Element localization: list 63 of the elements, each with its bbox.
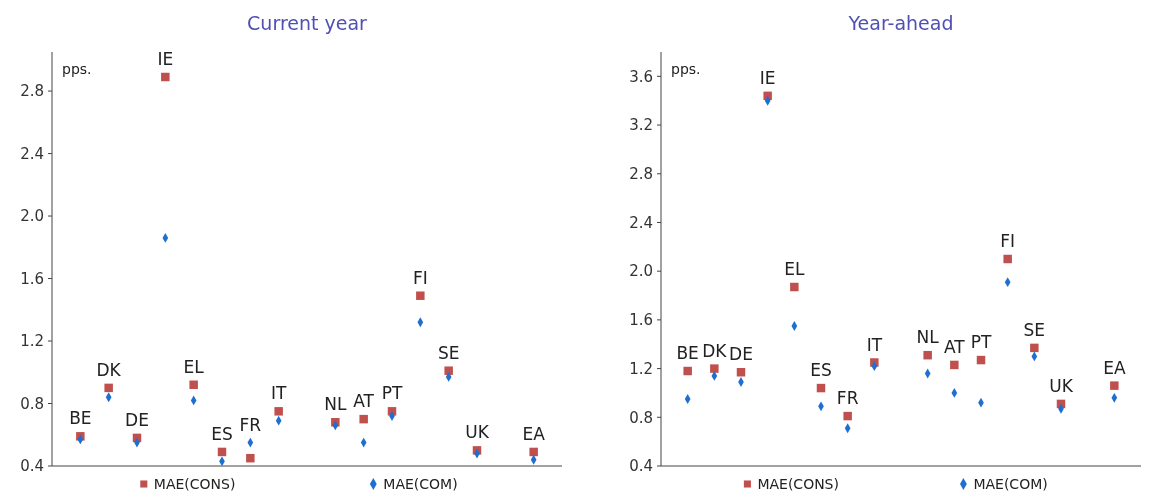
point (416, 291, 425, 300)
y-tick-label: 2.4 (629, 213, 653, 232)
y-tick-label: 2.8 (629, 165, 653, 184)
point (529, 447, 538, 457)
legend-label: MAE(COM) (973, 475, 1048, 492)
category-label: AT (353, 391, 375, 412)
point (790, 282, 799, 292)
point (683, 366, 692, 376)
category-label: DE (125, 409, 149, 430)
point (444, 366, 453, 375)
x-tick-label: DE (729, 344, 753, 365)
point (274, 407, 283, 416)
y-tick-label: 2.4 (20, 144, 44, 163)
y-tick-label: 0.4 (629, 457, 653, 476)
y-tick-label: 1.2 (20, 332, 44, 351)
y-tick-label: 0.8 (629, 408, 653, 427)
category-label: BE (69, 408, 92, 429)
point (791, 321, 798, 331)
x-tick-label: AT (943, 336, 966, 357)
category-label: FI (412, 267, 428, 288)
point (161, 72, 170, 82)
category-label: IE (157, 49, 174, 69)
x-tick-label: PT (970, 332, 992, 353)
point (950, 360, 959, 370)
y-tick-label: 2.0 (629, 262, 653, 281)
point (843, 411, 852, 421)
point (104, 383, 113, 393)
y-tick-label: 3.6 (629, 67, 653, 86)
x-tick-label: NL (916, 327, 940, 348)
point (445, 372, 452, 382)
legend-label: MAE(CONS) (153, 475, 236, 492)
category-label: ES (211, 423, 233, 444)
point (684, 394, 691, 404)
y-tick-label: 0.4 (20, 457, 44, 476)
category-label: FR (239, 414, 262, 435)
x-tick-label: IT (866, 334, 883, 355)
point (1110, 381, 1119, 390)
category-label: UK (465, 422, 489, 443)
category-label: NL (324, 394, 347, 415)
point (189, 380, 198, 389)
point (359, 414, 368, 424)
x-tick-label: DK (702, 340, 728, 361)
y-axis-title: pps. (62, 61, 92, 77)
point (246, 453, 255, 463)
point (923, 350, 932, 360)
chart-title: Current year (247, 12, 368, 34)
y-tick-label: 1.2 (629, 359, 653, 378)
y-tick-label: 2.0 (20, 207, 44, 226)
x-tick-label: BE (676, 343, 699, 364)
legend-label: MAE(CONS) (757, 475, 839, 492)
y-tick-label: 2.8 (20, 82, 44, 101)
point (1003, 254, 1012, 264)
point (951, 388, 958, 398)
chart-title: Year-ahead (847, 12, 954, 34)
y-tick-label: 1.6 (629, 311, 653, 330)
category-label: EA (522, 423, 545, 444)
y-tick-label: 0.8 (20, 394, 44, 413)
y-tick-label: 1.6 (20, 269, 44, 288)
legend-label: MAE(COM) (383, 475, 458, 492)
y-axis-title: pps. (671, 61, 701, 77)
y-tick-label: 3.2 (629, 116, 653, 135)
point (710, 364, 719, 373)
point (1030, 343, 1039, 353)
